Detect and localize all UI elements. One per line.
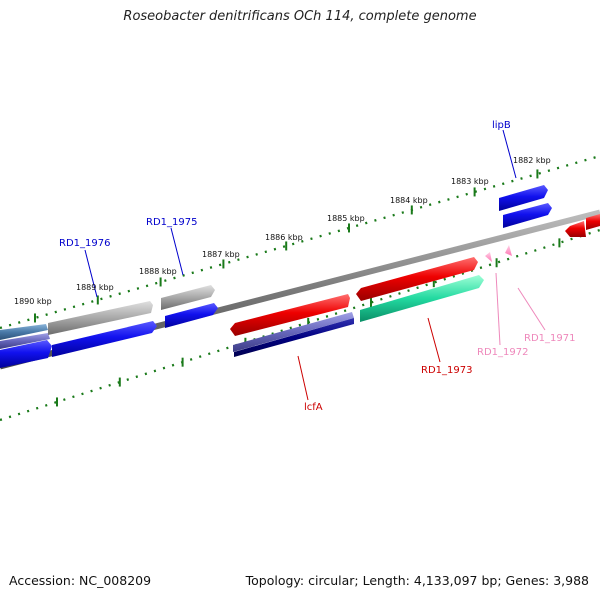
scale-label-1882: 1882 kbp — [513, 156, 551, 165]
gene-arrow-blue-lipb-upper[interactable] — [499, 185, 548, 211]
gene-arrow-red-rd1-1973[interactable] — [356, 257, 478, 301]
page-title: Roseobacter denitrificans OCh 114, compl… — [123, 9, 477, 24]
scale-label-1890: 1890 kbp — [14, 297, 52, 306]
gene-arrow-teal-rd1-1973[interactable] — [360, 275, 484, 322]
gene-arrow-navy-lcfa[interactable] — [234, 318, 354, 357]
gene-arrow-lavender-lcfa[interactable] — [233, 312, 354, 352]
accession-text: Accession: NC_008209 — [9, 573, 152, 588]
gene-label-lcfa: lcfA — [304, 402, 323, 413]
gene-arrow-blue-lipb-lower[interactable] — [503, 203, 552, 228]
gene-label-rd1-1971: RD1_1971 — [524, 333, 575, 344]
scale-label-1888: 1888 kbp — [139, 267, 177, 276]
gene-features — [0, 185, 600, 368]
gene-arrow-pink-rd1-1972[interactable] — [485, 252, 492, 262]
gene-label-rd1-1973: RD1_1973 — [421, 365, 472, 376]
gene-arrow-red-right-edge-2[interactable] — [586, 214, 600, 230]
gene-arrow-gray-rd1-1975[interactable] — [161, 285, 215, 310]
gene-arrow-blue-left[interactable] — [0, 340, 52, 368]
gene-arrow-blue-rd1-1976[interactable] — [52, 321, 157, 357]
gene-label-lines — [84, 129, 546, 401]
gene-arrow-blue-rd1-1975[interactable] — [165, 303, 218, 328]
scale-labels: 1890 kbp 1889 kbp 1888 kbp 1887 kbp 1886… — [14, 156, 551, 306]
scale-label-1886: 1886 kbp — [265, 233, 303, 242]
gene-label-rd1-1975: RD1_1975 — [146, 217, 197, 228]
gene-labels: RD1_1976 RD1_1975 lipB lcfA RD1_1973 RD1… — [59, 120, 575, 413]
scale-label-1889: 1889 kbp — [76, 283, 114, 292]
gene-arrow-pink-rd1-1971[interactable] — [505, 245, 512, 256]
gene-label-rd1-1976: RD1_1976 — [59, 238, 110, 249]
gene-label-rd1-1972: RD1_1972 — [477, 347, 528, 358]
lower-scale-ruler — [0, 228, 600, 422]
gene-label-lipb: lipB — [492, 120, 511, 131]
scale-label-1883: 1883 kbp — [451, 177, 489, 186]
scale-label-1885: 1885 kbp — [327, 214, 365, 223]
gene-arrow-gray-left[interactable] — [48, 301, 153, 335]
genome-stats-text: Topology: circular; Length: 4,133,097 bp… — [245, 573, 589, 588]
gene-arrow-red-right-edge[interactable] — [565, 221, 586, 237]
gene-arrow-lavender-left[interactable] — [0, 333, 50, 349]
scale-label-1884: 1884 kbp — [390, 196, 428, 205]
gene-arrow-steel[interactable] — [0, 324, 48, 340]
scale-label-1887: 1887 kbp — [202, 250, 240, 259]
gene-arrow-red-lcfa[interactable] — [230, 294, 350, 336]
